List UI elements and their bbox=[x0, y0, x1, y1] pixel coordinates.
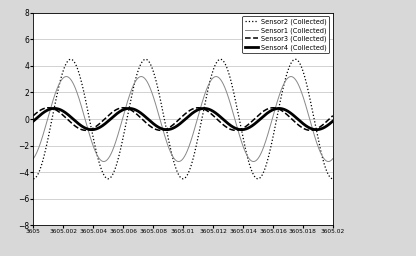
Sensor4 (Collected) bbox=[31, 120, 36, 123]
Line: Sensor4 (Collected): Sensor4 (Collected) bbox=[33, 109, 333, 130]
Sensor1 (Collected) bbox=[324, 160, 329, 163]
Sensor2 (Collected) bbox=[330, 177, 335, 180]
Sensor2 (Collected) bbox=[292, 58, 297, 61]
Sensor4 (Collected) bbox=[292, 115, 297, 118]
Line: Sensor1 (Collected): Sensor1 (Collected) bbox=[33, 77, 333, 162]
Sensor2 (Collected) bbox=[65, 60, 70, 63]
Sensor1 (Collected) bbox=[158, 122, 163, 125]
Sensor3 (Collected) bbox=[292, 120, 297, 123]
Sensor4 (Collected) bbox=[146, 118, 151, 121]
Sensor4 (Collected) bbox=[324, 124, 329, 127]
Sensor3 (Collected) bbox=[65, 118, 70, 121]
Sensor1 (Collected) bbox=[65, 75, 70, 78]
Sensor3 (Collected) bbox=[330, 114, 335, 117]
Sensor3 (Collected) bbox=[31, 114, 36, 117]
Sensor2 (Collected) bbox=[158, 102, 163, 105]
Sensor3 (Collected) bbox=[233, 129, 238, 132]
Sensor1 (Collected) bbox=[251, 160, 256, 163]
Sensor2 (Collected) bbox=[146, 59, 151, 62]
Sensor3 (Collected) bbox=[83, 129, 88, 132]
Line: Sensor3 (Collected): Sensor3 (Collected) bbox=[33, 108, 333, 130]
Sensor3 (Collected) bbox=[158, 129, 163, 132]
Sensor4 (Collected) bbox=[83, 126, 88, 130]
Sensor4 (Collected) bbox=[159, 127, 164, 130]
Sensor1 (Collected) bbox=[292, 77, 297, 80]
Line: Sensor2 (Collected): Sensor2 (Collected) bbox=[33, 59, 333, 179]
Sensor1 (Collected) bbox=[146, 82, 151, 85]
Sensor1 (Collected) bbox=[330, 157, 335, 160]
Sensor3 (Collected) bbox=[270, 106, 275, 109]
Sensor3 (Collected) bbox=[146, 123, 151, 126]
Sensor3 (Collected) bbox=[324, 120, 329, 123]
Sensor1 (Collected) bbox=[31, 157, 36, 160]
Sensor2 (Collected) bbox=[293, 58, 298, 61]
Sensor4 (Collected) bbox=[65, 113, 70, 116]
Sensor1 (Collected) bbox=[288, 75, 293, 78]
Sensor1 (Collected) bbox=[83, 118, 88, 121]
Sensor2 (Collected) bbox=[31, 177, 36, 180]
Sensor4 (Collected) bbox=[164, 128, 169, 131]
Sensor2 (Collected) bbox=[324, 170, 329, 173]
Sensor4 (Collected) bbox=[330, 120, 335, 123]
Sensor2 (Collected) bbox=[83, 97, 88, 100]
Legend: Sensor2 (Collected), Sensor1 (Collected), Sensor3 (Collected), Sensor4 (Collecte: Sensor2 (Collected), Sensor1 (Collected)… bbox=[243, 16, 329, 54]
Sensor4 (Collected) bbox=[127, 107, 132, 110]
